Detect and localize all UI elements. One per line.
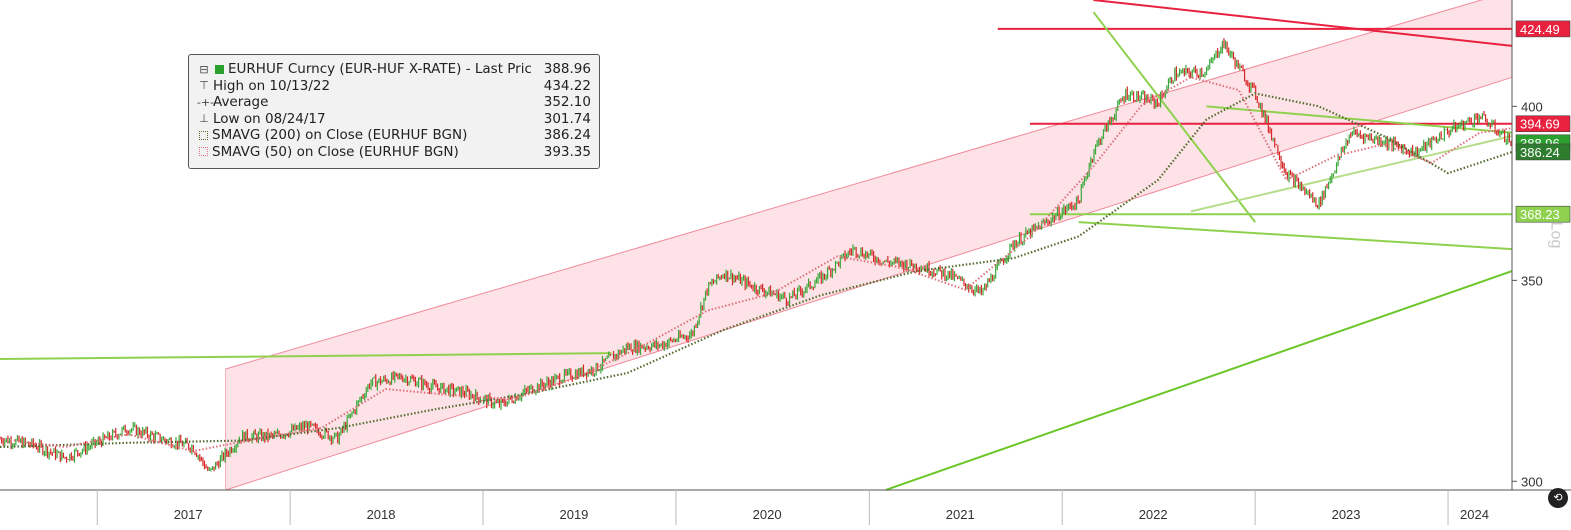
legend[interactable]: ⊟ EURHUF Curncy (EUR-HUF X-RATE) - Last …: [188, 54, 600, 169]
dotted-square-icon: [199, 130, 208, 140]
log-scale-label: Log: [1547, 221, 1565, 249]
trendline: [1190, 135, 1513, 213]
legend-name: SMAVG (50) on Close (EURHUF BGN): [212, 143, 459, 160]
trendline: [885, 270, 1513, 491]
channel-lower-edge: [225, 76, 1513, 491]
price-tag-label: 424.49: [1520, 22, 1560, 37]
x-tick-label: 2018: [367, 507, 396, 522]
x-tick-label: 2023: [1332, 507, 1361, 522]
price-tag-label: 368.23: [1520, 207, 1560, 222]
trendline: [1093, 0, 1513, 47]
legend-value: 386.24: [543, 127, 591, 144]
trendlines-layer: [0, 0, 1513, 491]
green-square-icon: [215, 64, 224, 74]
x-tick-label: 2017: [174, 507, 203, 522]
price-tag-box: [1515, 20, 1571, 38]
trendline: [1206, 105, 1513, 134]
legend-entry-sma50: SMAVG (50) on Close (EURHUF BGN) 393.35: [197, 144, 591, 161]
sma50-line: [0, 76, 1513, 453]
legend-value: 388.96: [543, 61, 591, 78]
y-tick-label: 400: [1521, 99, 1543, 114]
price-tag: 386.24: [1515, 143, 1571, 161]
legend-name: EURHUF Curncy (EUR-HUF X-RATE) - Last Pr…: [228, 61, 531, 78]
collapse-icon[interactable]: ⊟: [199, 62, 209, 76]
trendline: [1078, 221, 1513, 251]
regression-channel: [225, 0, 1512, 490]
legend-entry-high: ⊤ High on 10/13/22 434.22: [197, 78, 591, 95]
series-layer: [0, 38, 1513, 472]
legend-value: 434.22: [543, 77, 591, 94]
x-tick-label: 2022: [1139, 507, 1168, 522]
dotted-square-icon: [199, 147, 208, 157]
average-marker-icon: -+-: [197, 95, 215, 109]
legend-name: SMAVG (200) on Close (EURHUF BGN): [212, 127, 468, 144]
price-tag: 424.49: [1515, 20, 1571, 38]
legend-value: 393.35: [543, 143, 591, 160]
price-tag-label: 386.24: [1520, 145, 1560, 160]
legend-entry-sma200: SMAVG (200) on Close (EURHUF BGN) 386.24: [197, 127, 591, 144]
price-tag: 394.69: [1515, 115, 1571, 133]
legend-name: Average: [213, 94, 269, 111]
legend-entry-last-price: ⊟ EURHUF Curncy (EUR-HUF X-RATE) - Last …: [197, 61, 591, 78]
legend-entry-low: ⊥ Low on 08/24/17 301.74: [197, 111, 591, 128]
x-tick-label: 2019: [559, 507, 588, 522]
trendline: [1092, 11, 1256, 223]
legend-value: 301.74: [543, 110, 591, 127]
legend-name: Low on 08/24/17: [213, 110, 326, 127]
price-tag-box: [1515, 115, 1571, 133]
price-tag-box: [1515, 205, 1571, 223]
legend-name: High on 10/13/22: [213, 77, 331, 94]
x-tick-label: 2024: [1460, 507, 1489, 522]
low-marker-icon: ⊥: [199, 112, 209, 126]
y-tick-label: 350: [1521, 273, 1543, 288]
x-tick-label: 2021: [946, 507, 975, 522]
price-tag-label: 394.69: [1520, 117, 1560, 132]
high-marker-icon: ⊤: [199, 79, 209, 93]
y-tick-label: 300: [1521, 474, 1543, 489]
price-tag-box: [1515, 143, 1571, 161]
price-tag: 368.23: [1515, 205, 1571, 223]
legend-value: 352.10: [543, 94, 591, 111]
x-tick-label: 2020: [753, 507, 782, 522]
channel-upper-edge: [225, 0, 1484, 370]
background-layer: [225, 0, 1513, 491]
trendline: [0, 352, 612, 361]
legend-entry-average: -+- Average 352.10: [197, 94, 591, 111]
refresh-icon[interactable]: ⟲: [1548, 488, 1568, 508]
